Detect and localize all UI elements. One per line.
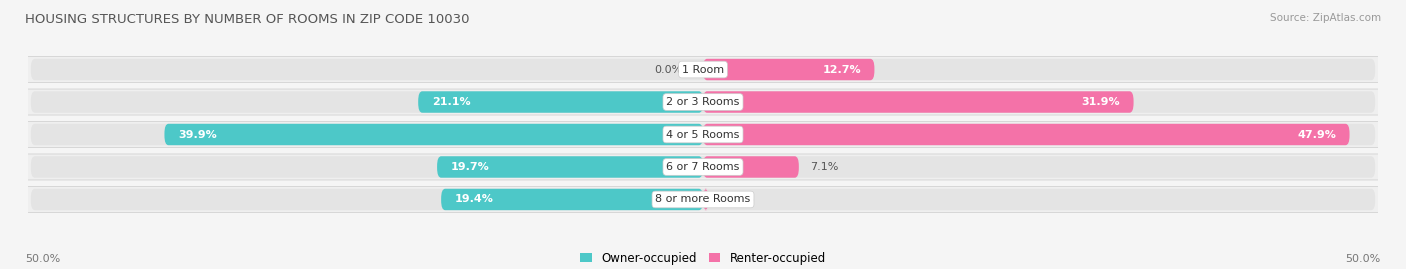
FancyBboxPatch shape	[418, 91, 703, 113]
Text: 50.0%: 50.0%	[1346, 254, 1381, 264]
FancyBboxPatch shape	[21, 154, 1385, 180]
Text: Source: ZipAtlas.com: Source: ZipAtlas.com	[1270, 13, 1381, 23]
FancyBboxPatch shape	[703, 156, 799, 178]
Text: 12.7%: 12.7%	[823, 65, 860, 75]
Legend: Owner-occupied, Renter-occupied: Owner-occupied, Renter-occupied	[575, 247, 831, 269]
Text: 31.9%: 31.9%	[1081, 97, 1121, 107]
FancyBboxPatch shape	[703, 124, 1350, 145]
FancyBboxPatch shape	[437, 156, 703, 178]
Text: 47.9%: 47.9%	[1298, 129, 1336, 140]
Text: 39.9%: 39.9%	[179, 129, 217, 140]
Text: 0.0%: 0.0%	[655, 65, 683, 75]
Text: HOUSING STRUCTURES BY NUMBER OF ROOMS IN ZIP CODE 10030: HOUSING STRUCTURES BY NUMBER OF ROOMS IN…	[25, 13, 470, 26]
FancyBboxPatch shape	[31, 189, 1375, 210]
Text: 2 or 3 Rooms: 2 or 3 Rooms	[666, 97, 740, 107]
Text: 19.7%: 19.7%	[450, 162, 489, 172]
FancyBboxPatch shape	[703, 59, 875, 80]
FancyBboxPatch shape	[31, 59, 1375, 80]
FancyBboxPatch shape	[441, 189, 703, 210]
Text: 8 or more Rooms: 8 or more Rooms	[655, 194, 751, 204]
FancyBboxPatch shape	[21, 186, 1385, 213]
FancyBboxPatch shape	[31, 91, 1375, 113]
Text: 6 or 7 Rooms: 6 or 7 Rooms	[666, 162, 740, 172]
Text: 4 or 5 Rooms: 4 or 5 Rooms	[666, 129, 740, 140]
Text: 0.41%: 0.41%	[720, 194, 755, 204]
Text: 50.0%: 50.0%	[25, 254, 60, 264]
Text: 21.1%: 21.1%	[432, 97, 471, 107]
FancyBboxPatch shape	[21, 122, 1385, 147]
FancyBboxPatch shape	[31, 156, 1375, 178]
FancyBboxPatch shape	[703, 91, 1133, 113]
FancyBboxPatch shape	[165, 124, 703, 145]
Text: 1 Room: 1 Room	[682, 65, 724, 75]
FancyBboxPatch shape	[21, 89, 1385, 115]
Text: 7.1%: 7.1%	[810, 162, 838, 172]
FancyBboxPatch shape	[21, 56, 1385, 83]
FancyBboxPatch shape	[31, 124, 1375, 145]
FancyBboxPatch shape	[703, 189, 709, 210]
Text: 19.4%: 19.4%	[454, 194, 494, 204]
